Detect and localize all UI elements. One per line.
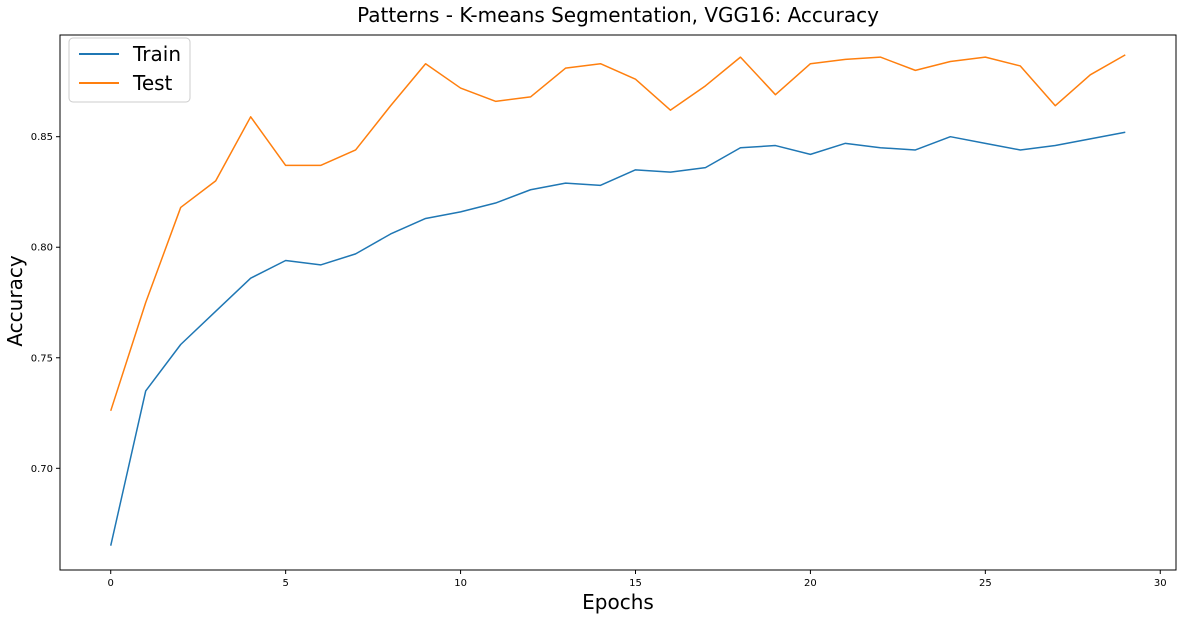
plot-area	[109, 54, 1126, 546]
x-tick-label: 25	[979, 578, 992, 589]
series-line-train	[109, 131, 1126, 546]
x-axis-label: Epochs	[582, 590, 654, 614]
x-tick-label: 5	[282, 578, 288, 589]
legend: Train Test	[68, 37, 191, 103]
y-axis-label: Accuracy	[3, 255, 27, 346]
y-tick-label: 0.80	[31, 243, 53, 254]
x-axis: 0 5 10 15 20 25 30	[108, 570, 1167, 589]
chart-title: Patterns - K-means Segmentation, VGG16: …	[357, 3, 879, 27]
x-tick-label: 20	[804, 578, 817, 589]
x-tick-label: 15	[629, 578, 642, 589]
plot-frame	[59, 34, 1177, 571]
legend-label-train: Train	[132, 42, 181, 66]
y-axis: 0.70 0.75 0.80 0.85	[31, 132, 60, 475]
legend-label-test: Test	[132, 71, 173, 95]
series-line-test	[110, 54, 1126, 412]
y-tick-label: 0.70	[31, 464, 53, 475]
x-tick-label: 0	[108, 578, 114, 589]
y-tick-label: 0.85	[31, 132, 53, 143]
y-tick-label: 0.75	[31, 353, 53, 364]
x-tick-label: 30	[1154, 578, 1167, 589]
x-tick-label: 10	[454, 578, 467, 589]
